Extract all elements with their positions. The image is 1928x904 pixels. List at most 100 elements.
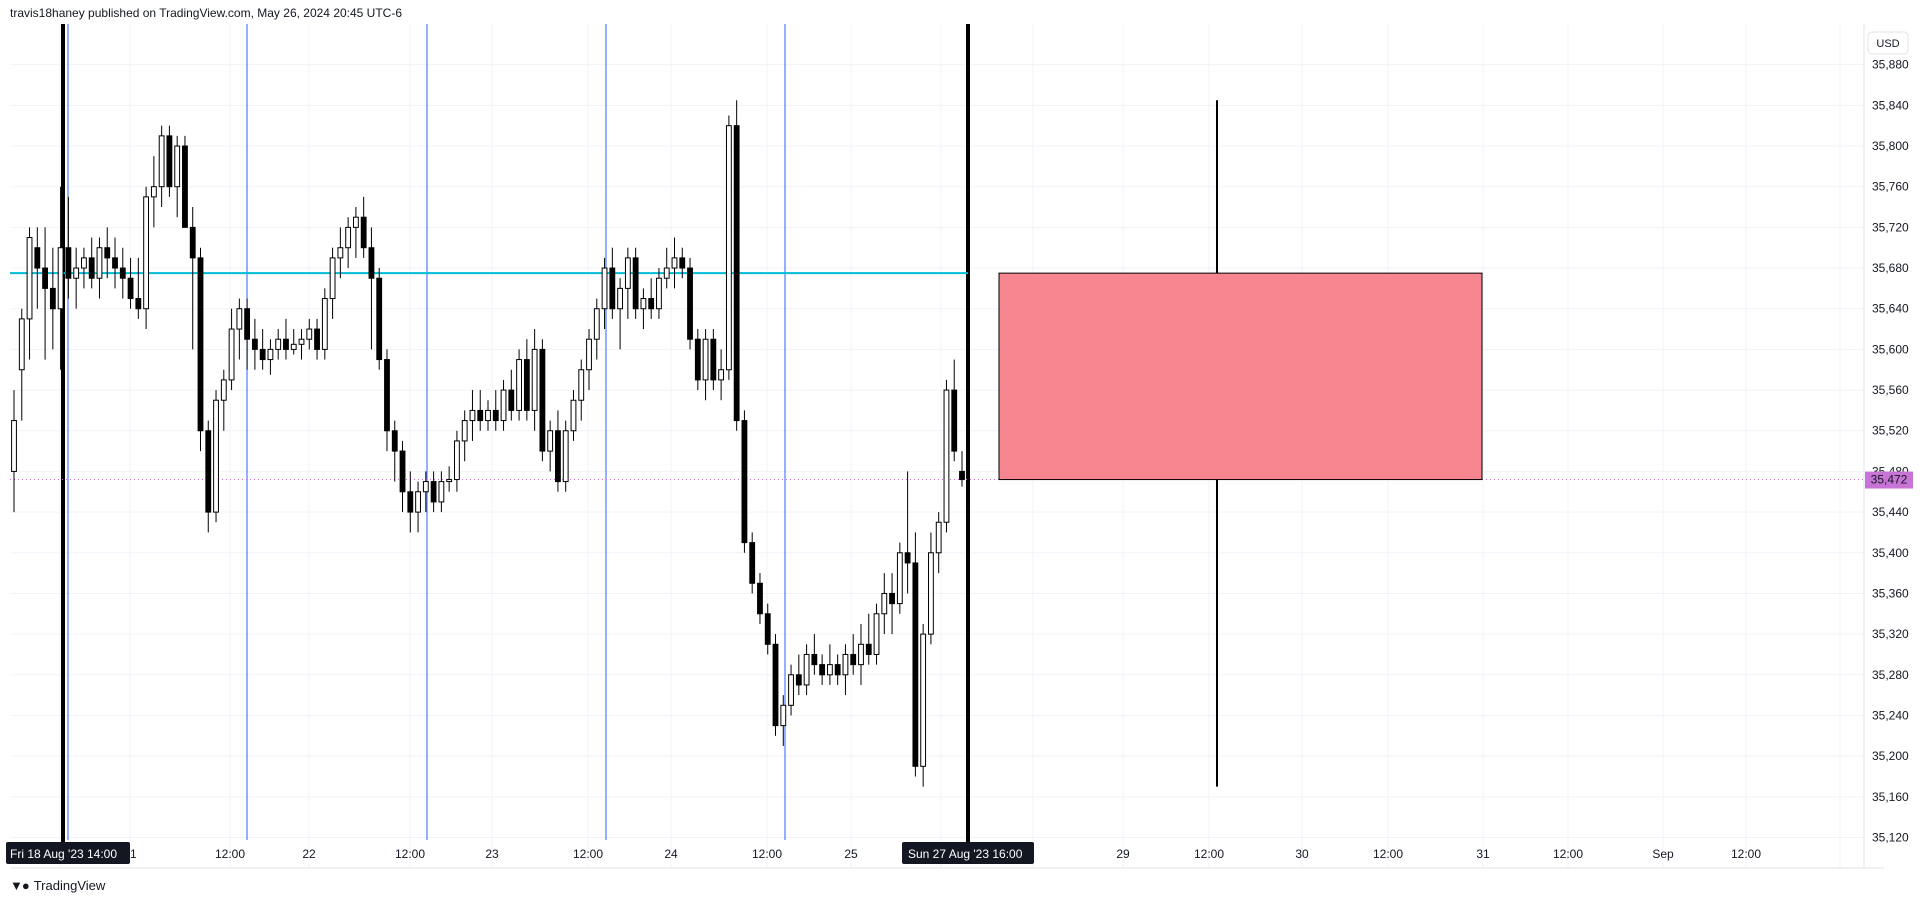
candle-body xyxy=(352,216,359,228)
x-start-label: Fri 18 Aug '23 14:00 xyxy=(10,847,117,861)
candle-body xyxy=(617,287,624,310)
candle-body xyxy=(749,542,756,584)
candle-body xyxy=(663,267,670,279)
x-tick-label: 12:00 xyxy=(1553,847,1583,861)
candle-body xyxy=(368,247,375,279)
candle-body xyxy=(360,216,367,249)
candle-body xyxy=(671,257,678,269)
candle-body xyxy=(275,338,282,350)
y-tick-label: 35,320 xyxy=(1872,627,1909,641)
price-axis[interactable]: 35,880 35,840 35,800 35,760 35,720 35,680 35,6… xyxy=(1865,58,1913,845)
y-tick-label: 35,280 xyxy=(1872,668,1909,682)
candle-body xyxy=(407,491,414,513)
candle-body xyxy=(454,440,460,481)
y-tick-label: 35,840 xyxy=(1872,98,1909,112)
candle-body xyxy=(725,125,732,371)
footer-brand-label: TradingView xyxy=(33,878,106,893)
y-tick-label: 35,360 xyxy=(1872,586,1909,600)
candle-body xyxy=(430,481,437,503)
candle-body xyxy=(640,298,647,310)
candle-body xyxy=(811,653,818,666)
currency-label: USD xyxy=(1876,38,1899,50)
y-tick-label: 35,560 xyxy=(1872,383,1909,397)
candle-body xyxy=(555,430,561,483)
x-end-badge xyxy=(902,842,1034,864)
candle-body xyxy=(391,430,398,452)
candle-body xyxy=(648,298,655,310)
candle-body xyxy=(741,420,748,544)
candle-body xyxy=(687,267,693,340)
candle-body xyxy=(174,145,181,188)
candle-body xyxy=(702,338,709,381)
x-tick-label: 30 xyxy=(1295,847,1309,861)
candle-body xyxy=(384,359,390,432)
price-levels xyxy=(10,272,1864,481)
time-axis[interactable]: 2112:002212:002312:002412:002512:002912:… xyxy=(6,842,1761,864)
candle-body xyxy=(182,145,188,228)
candle-body xyxy=(485,409,491,422)
candle-body xyxy=(150,186,157,198)
y-tick-label: 35,720 xyxy=(1872,220,1909,234)
candle-body xyxy=(399,450,406,493)
candle-body xyxy=(251,338,258,350)
candle-body xyxy=(446,479,453,483)
candle-body xyxy=(951,389,958,452)
candle-body xyxy=(422,481,429,493)
candle-body xyxy=(500,389,507,422)
y-tick-label: 35,120 xyxy=(1872,830,1909,844)
candle-body xyxy=(757,582,763,615)
candle-body xyxy=(283,338,289,350)
candle-body xyxy=(834,664,841,676)
x-tick-label: 25 xyxy=(844,847,858,861)
candle-body xyxy=(795,674,802,686)
candle-body xyxy=(694,338,701,381)
y-tick-label: 35,200 xyxy=(1872,749,1909,763)
candle-body xyxy=(656,277,662,310)
candle-body xyxy=(26,237,33,320)
candle-body xyxy=(290,343,297,350)
x-start-badge xyxy=(6,842,130,864)
candle-body xyxy=(912,562,919,767)
x-tick-label: 12:00 xyxy=(573,847,603,861)
candle-body xyxy=(96,247,103,279)
candle-body xyxy=(329,257,336,300)
y-tick-label: 35,520 xyxy=(1872,424,1909,438)
candle-body xyxy=(842,653,849,676)
footer-brand[interactable]: ▼● TradingView xyxy=(10,878,105,893)
candle-body xyxy=(881,592,888,615)
current-price-badge xyxy=(1865,471,1913,489)
candle-body xyxy=(959,470,965,481)
candle-body xyxy=(314,328,320,350)
x-tick-label: 12:00 xyxy=(395,847,425,861)
y-tick-label: 35,600 xyxy=(1872,342,1909,356)
candle-body xyxy=(920,633,927,767)
grid-lines xyxy=(10,24,1864,868)
candle-body xyxy=(850,653,857,666)
candle-body xyxy=(508,389,515,411)
candle-body xyxy=(578,369,585,401)
candle-body xyxy=(415,491,421,513)
candle-body xyxy=(710,338,717,381)
candle-body xyxy=(213,399,219,513)
x-tick-label: 12:00 xyxy=(1373,847,1403,861)
candle-body xyxy=(42,267,48,289)
candle-body xyxy=(220,379,227,401)
candle-body xyxy=(624,257,631,289)
candle-body xyxy=(562,430,569,483)
candle-body xyxy=(772,643,779,727)
candle-body xyxy=(189,226,196,259)
candle-body xyxy=(127,277,134,300)
candle-body xyxy=(228,328,235,381)
candle-body xyxy=(873,613,880,655)
currency-button[interactable]: USD xyxy=(1867,31,1909,55)
publisher-header: travis18haney published on TradingView.c… xyxy=(10,6,403,20)
candle-body xyxy=(158,135,165,188)
tradingview-logo-icon: ▼● xyxy=(10,878,30,893)
candle-body xyxy=(570,399,577,432)
candle-body xyxy=(477,409,484,422)
candle-body xyxy=(57,247,64,310)
candle-body xyxy=(469,409,476,422)
candle-body xyxy=(632,257,639,310)
candle-body xyxy=(539,348,546,452)
